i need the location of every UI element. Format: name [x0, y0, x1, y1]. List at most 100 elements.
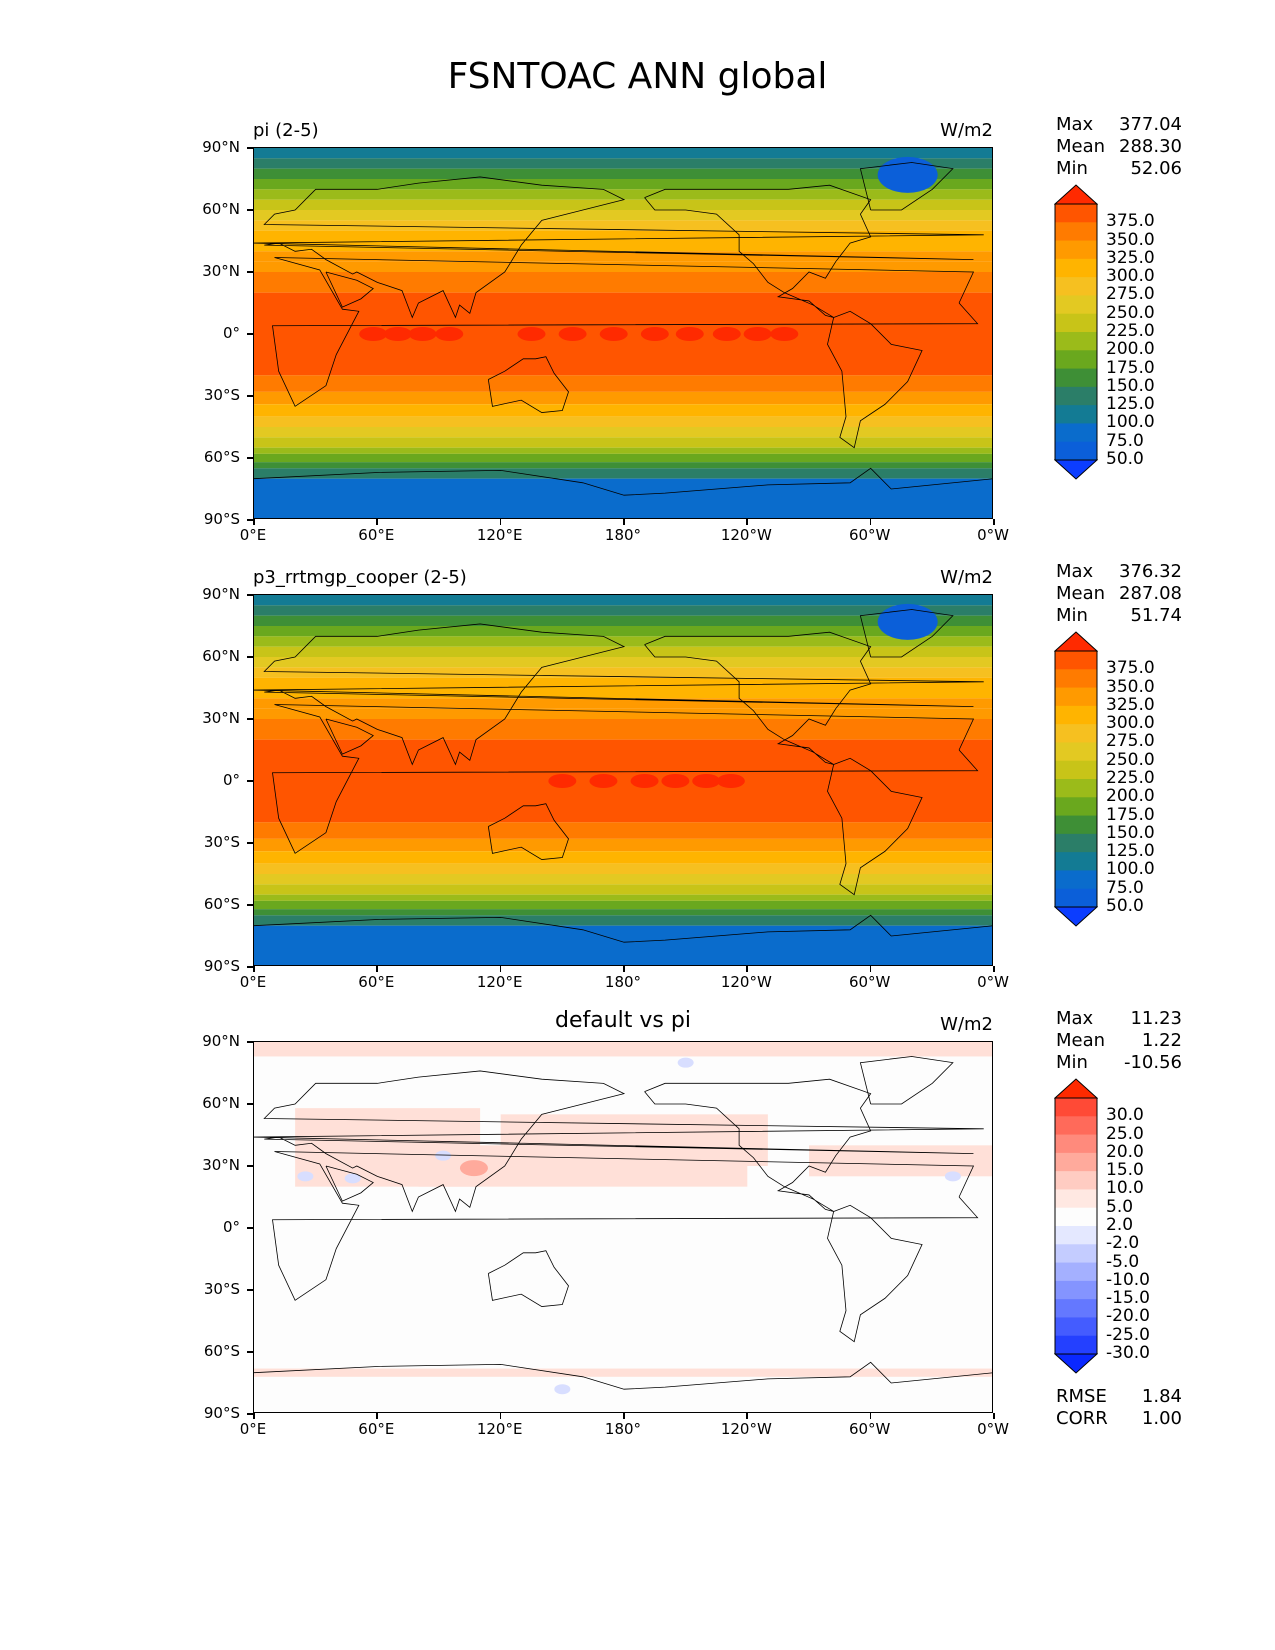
map-panel: default vs pi W/m2 90°N 60°N 30°N 0° 30°S 60°S 9… [0, 1008, 1275, 1454]
field-band [254, 427, 992, 438]
colorbar-segment [1055, 240, 1097, 260]
colorbar-tick-label: 275.0 [1106, 284, 1155, 305]
colorbar-tick-label: -15.0 [1106, 1288, 1150, 1309]
colorbar-segment [1055, 651, 1097, 670]
longitude-tick [376, 966, 378, 972]
field-band [254, 251, 992, 262]
coastline [254, 623, 984, 766]
field-band [254, 615, 992, 626]
latitude-tick [247, 718, 253, 720]
colorbar-segment [1055, 760, 1097, 780]
negative-anomaly-patch [944, 1171, 961, 1182]
colorbar-tick-label: 175.0 [1106, 357, 1155, 378]
longitude-tick-label: 120°E [476, 973, 523, 991]
colorbar-tick-label: -30.0 [1106, 1343, 1150, 1363]
field-band [254, 677, 992, 688]
stat-value: 376.32 [1119, 561, 1182, 582]
field-band [254, 468, 992, 479]
field-band [254, 148, 992, 159]
field-band [254, 168, 992, 179]
colorbar [1054, 184, 1098, 480]
colorbar-segment [1055, 815, 1097, 835]
colorbar-segment [1055, 1098, 1097, 1117]
longitude-tick [869, 519, 872, 525]
colorbar-tick-label: -5.0 [1106, 1251, 1140, 1272]
colorbar-segment [1055, 405, 1097, 424]
map-panel: pi (2-5) W/m2 90°N 60°N 30°N 0° 30°S 60°S 90°S 0°… [0, 114, 1275, 560]
colorbar-segment [1055, 833, 1097, 853]
colorbar-tick-label: 250.0 [1106, 302, 1155, 323]
latitude-tick-label: 60°S [203, 895, 240, 913]
stat-label: Max [1056, 1008, 1094, 1029]
colorbar-outline [1054, 1097, 1098, 1355]
colorbar-tick-label: -25.0 [1106, 1324, 1150, 1345]
greenland-low [877, 156, 938, 193]
field-band [254, 453, 992, 463]
latitude-tick [247, 209, 253, 211]
colorbar-tick-label: 150.0 [1106, 375, 1155, 396]
latitude-tick-label: 0° [222, 1218, 240, 1236]
longitude-tick-label: 180° [604, 1420, 642, 1438]
negative-anomaly-patch [344, 1173, 361, 1184]
field-band [254, 230, 992, 241]
field-band [254, 719, 992, 740]
negative-anomaly-patch [677, 1057, 694, 1068]
field-band [254, 478, 992, 518]
colorbar-tick-label: 15.0 [1106, 1160, 1144, 1181]
colorbar-tick-label: -10.0 [1106, 1269, 1150, 1290]
latitude-tick [247, 271, 253, 273]
field-band [254, 595, 992, 606]
latitude-tick [247, 780, 253, 782]
high-value-spot [743, 327, 772, 341]
colorbar-segment [1055, 742, 1097, 762]
colorbar-tick-label: 20.0 [1106, 1141, 1144, 1162]
stat-value: 1.84 [1141, 1386, 1182, 1407]
field-band [254, 838, 992, 852]
field-band [254, 220, 992, 231]
latitude-tick-label: 60°S [203, 1342, 240, 1360]
stat-label: CORR [1056, 1408, 1108, 1429]
stat-value: 287.08 [1119, 583, 1182, 604]
coastline [325, 271, 374, 308]
colorbar-segment [1055, 1244, 1097, 1264]
colorbar-segment [1055, 669, 1097, 689]
high-value-spot [359, 327, 388, 341]
figure-title: FSNTOAC ANN global [447, 56, 828, 97]
field-band [254, 189, 992, 200]
colorbar-tick-label: 175.0 [1106, 804, 1155, 825]
latitude-tick-label: 0° [222, 324, 240, 342]
colorbar-segment [1055, 277, 1097, 296]
colorbar-tick-label: 300.0 [1106, 266, 1155, 287]
longitude-tick-label: 120°W [720, 1420, 772, 1438]
longitude-tick [623, 1413, 625, 1419]
latitude-tick-label: 30°N [202, 262, 240, 280]
colorbar-tick-label: 225.0 [1106, 321, 1155, 341]
longitude-tick-label: 0°W [977, 526, 1009, 544]
colorbar-segment [1055, 1317, 1097, 1337]
negative-anomaly-patch [435, 1150, 452, 1161]
longitude-tick [746, 519, 748, 525]
field-band [254, 241, 992, 252]
panel-units: W/m2 [940, 120, 993, 141]
longitude-tick-label: 120°W [720, 973, 772, 991]
longitude-tick [499, 1413, 502, 1419]
high-value-spot [435, 327, 464, 341]
colorbar-segment [1055, 386, 1097, 406]
latitude-tick [247, 594, 253, 596]
latitude-tick-label: 90°N [202, 138, 240, 156]
longitude-tick [499, 519, 502, 525]
colorbar-segment [1055, 1207, 1097, 1227]
latitude-tick-label: 90°N [202, 585, 240, 603]
longitude-tick [376, 1413, 378, 1419]
longitude-tick-label: 60°E [358, 973, 395, 991]
high-value-spot [661, 774, 690, 788]
high-value-spot [548, 774, 577, 788]
stat-value: 288.30 [1119, 136, 1182, 157]
field-band [254, 657, 992, 668]
latitude-tick-label: 90°N [202, 1032, 240, 1050]
field-band [254, 646, 992, 657]
longitude-tick-label: 0°E [239, 973, 267, 991]
latitude-tick-label: 0° [222, 771, 240, 789]
longitude-tick-label: 0°E [239, 526, 267, 544]
coastline [487, 803, 569, 860]
